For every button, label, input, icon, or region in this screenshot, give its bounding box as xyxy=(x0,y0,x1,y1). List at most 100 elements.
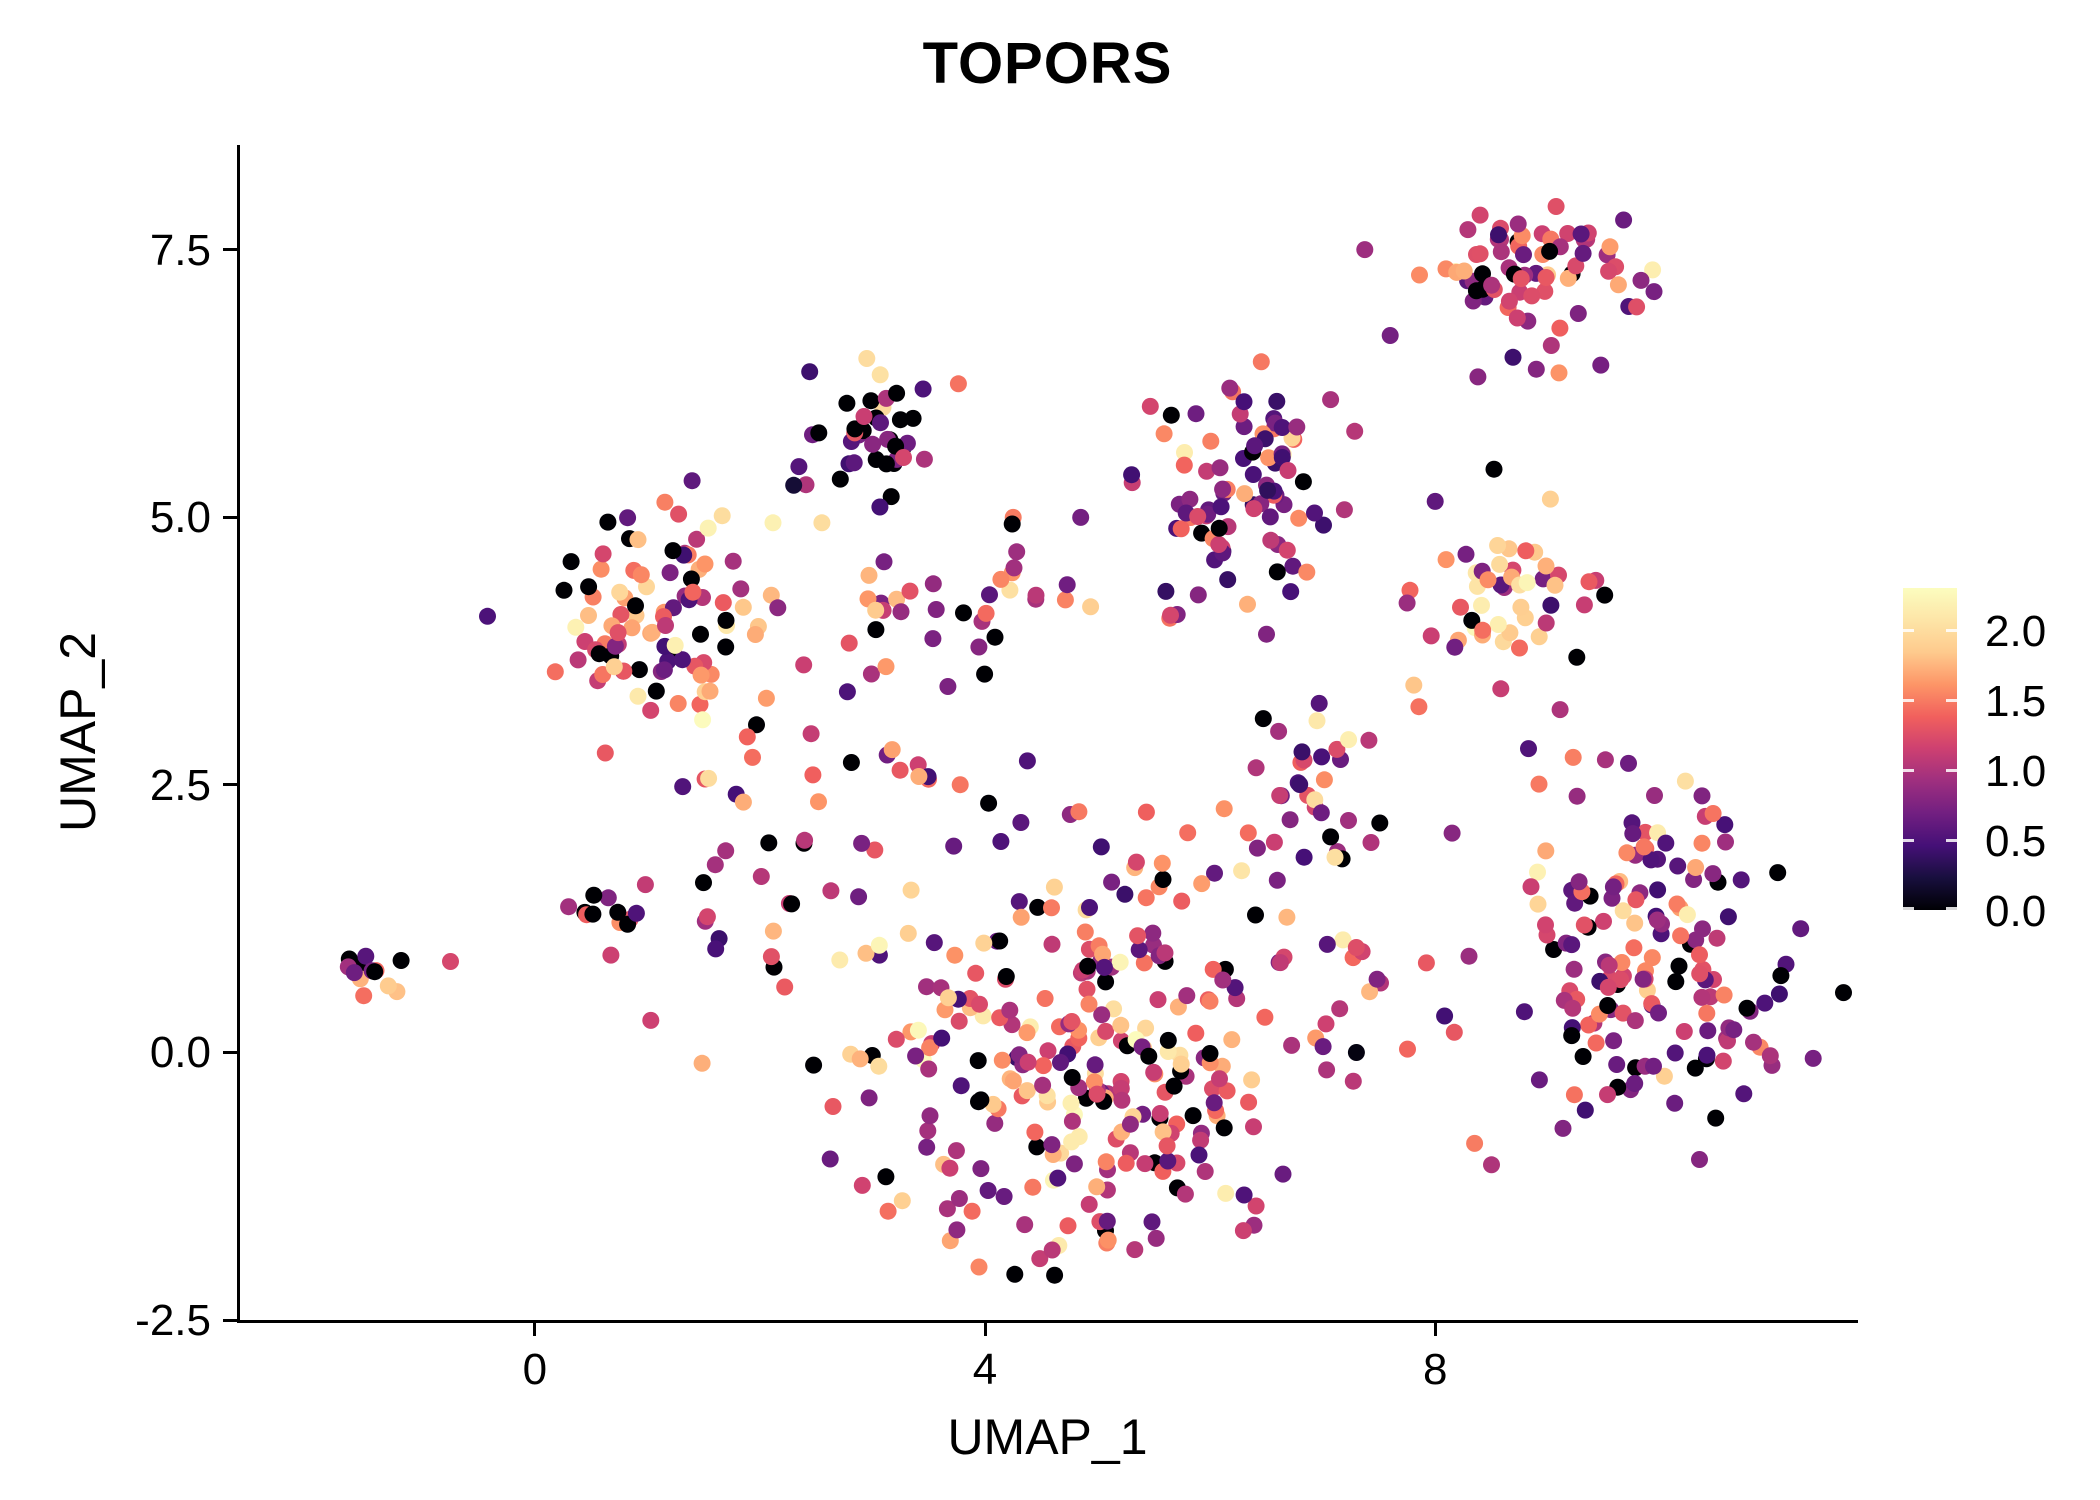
data-point xyxy=(927,601,945,618)
data-point xyxy=(1770,985,1788,1003)
data-point xyxy=(1563,1027,1581,1045)
data-point xyxy=(1687,859,1705,876)
y-tick-label: -2.5 xyxy=(135,1296,211,1345)
data-point xyxy=(1178,987,1196,1005)
data-point xyxy=(797,476,815,494)
data-point xyxy=(714,594,732,612)
data-point xyxy=(991,932,1009,950)
data-point xyxy=(1500,292,1518,310)
data-point xyxy=(939,989,957,1007)
data-point xyxy=(1052,1054,1069,1071)
data-point xyxy=(1008,543,1026,561)
data-point xyxy=(1401,581,1419,599)
data-point xyxy=(981,586,998,604)
data-point xyxy=(1226,979,1244,997)
data-point xyxy=(1159,1152,1177,1170)
data-point xyxy=(1078,980,1096,998)
data-point xyxy=(1471,206,1489,224)
data-point xyxy=(1756,994,1774,1012)
data-point xyxy=(379,977,397,995)
data-point xyxy=(1149,991,1167,1009)
data-point xyxy=(1340,812,1357,829)
data-point xyxy=(1572,225,1590,243)
data-point xyxy=(1176,1185,1194,1203)
data-point xyxy=(967,964,985,982)
data-point xyxy=(1618,844,1636,862)
data-point xyxy=(1515,246,1532,264)
data-point xyxy=(1529,895,1547,913)
data-point xyxy=(1381,327,1399,344)
data-point xyxy=(1094,945,1112,963)
data-point xyxy=(924,630,942,648)
data-point xyxy=(924,575,942,593)
data-point xyxy=(1550,364,1568,382)
data-point xyxy=(1063,1013,1081,1030)
data-point xyxy=(822,882,840,900)
data-point xyxy=(1281,811,1299,829)
data-point xyxy=(762,586,780,604)
data-point xyxy=(909,1021,927,1039)
data-point xyxy=(1116,885,1134,903)
data-point xyxy=(674,778,692,796)
data-point xyxy=(1193,875,1211,893)
data-point xyxy=(870,1057,888,1075)
data-point xyxy=(627,597,644,615)
data-point xyxy=(1362,834,1380,851)
data-point xyxy=(1596,751,1614,769)
data-point xyxy=(895,449,912,466)
data-point xyxy=(914,380,932,398)
data-point xyxy=(1172,1055,1190,1073)
data-point xyxy=(1725,1021,1743,1039)
data-point xyxy=(1179,824,1197,842)
data-point xyxy=(592,560,610,578)
data-point xyxy=(1137,889,1155,907)
data-point xyxy=(1405,676,1423,694)
data-point xyxy=(1479,571,1497,589)
data-point xyxy=(891,411,909,429)
data-point xyxy=(1143,1213,1161,1231)
data-point xyxy=(853,834,871,852)
data-point xyxy=(951,776,969,794)
data-point xyxy=(952,1077,970,1095)
data-point xyxy=(1620,754,1637,772)
data-point xyxy=(871,366,889,384)
data-point xyxy=(1233,862,1251,880)
data-point xyxy=(1063,1112,1081,1130)
data-point xyxy=(734,598,752,616)
data-point xyxy=(1306,791,1324,809)
data-point xyxy=(1599,978,1617,996)
data-point xyxy=(1559,225,1577,242)
data-point xyxy=(840,634,858,652)
data-point xyxy=(1268,871,1286,889)
data-point xyxy=(1099,1231,1117,1249)
data-point xyxy=(1368,970,1386,988)
data-point xyxy=(795,656,813,674)
data-point xyxy=(1003,515,1021,533)
data-point xyxy=(921,1039,939,1057)
data-point xyxy=(1317,1015,1335,1033)
data-point xyxy=(875,553,893,571)
data-point xyxy=(1570,873,1588,891)
data-point xyxy=(969,1052,987,1070)
data-point xyxy=(1698,1004,1716,1022)
data-point xyxy=(1278,908,1296,926)
data-point xyxy=(1567,257,1585,275)
data-point xyxy=(1459,221,1477,239)
data-point xyxy=(1600,956,1618,974)
data-point xyxy=(1457,545,1475,563)
data-point xyxy=(1256,1008,1274,1026)
data-point xyxy=(979,1182,997,1199)
data-point xyxy=(857,944,875,962)
data-point xyxy=(1649,881,1667,899)
data-point xyxy=(805,1056,823,1074)
data-point xyxy=(970,1093,987,1111)
data-point xyxy=(1112,1016,1130,1034)
data-point xyxy=(1184,1107,1202,1125)
data-point xyxy=(1121,1115,1139,1133)
data-point xyxy=(1568,787,1586,805)
data-point xyxy=(1243,1071,1261,1089)
data-point xyxy=(1082,598,1100,616)
data-point xyxy=(902,881,920,899)
data-point xyxy=(1596,586,1614,604)
data-point xyxy=(939,678,957,695)
